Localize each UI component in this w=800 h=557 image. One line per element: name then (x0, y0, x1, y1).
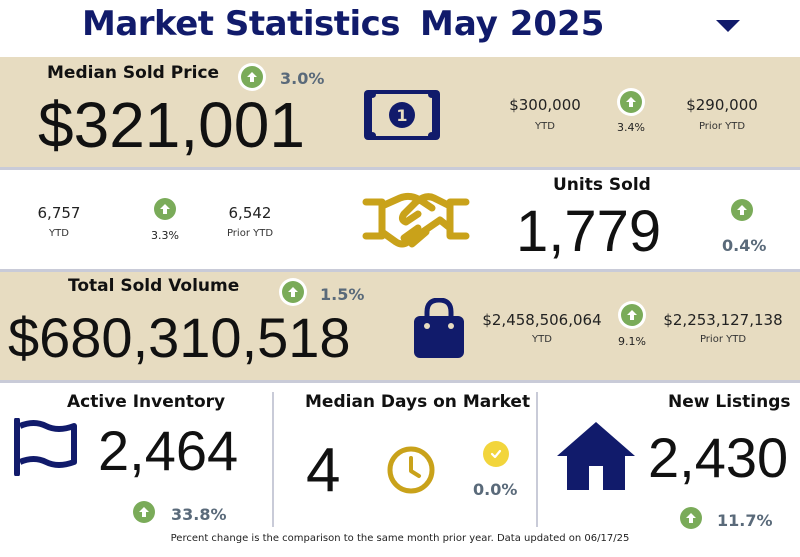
median-days-on-market-change: 0.0% (473, 480, 518, 499)
month-selector-label[interactable]: May 2025 (420, 4, 605, 44)
footer-note: Percent change is the comparison to the … (170, 533, 630, 544)
money-bill-icon: 1 (362, 88, 442, 142)
page-title: Market Statistics (82, 4, 401, 44)
total-sold-volume-change: 1.5% (320, 285, 365, 304)
units-sold-prior-ytd-value: 6,542 (228, 204, 272, 222)
flag-icon (12, 417, 78, 477)
arrow-up-icon (620, 91, 642, 113)
arrow-up-icon (680, 507, 702, 529)
new-listings-label: New Listings (668, 392, 791, 412)
median-sold-price-ytd-label: YTD (535, 121, 555, 132)
active-inventory-change: 33.8% (171, 505, 227, 524)
arrow-up-icon (621, 304, 643, 326)
units-sold-ytd-change: 3.3% (151, 229, 179, 242)
divider (0, 167, 800, 170)
arrow-up-icon (154, 198, 176, 220)
total-sold-volume-label: Total Sold Volume (68, 276, 240, 296)
total-sold-volume-value: $680,310,518 (8, 306, 351, 369)
new-listings-change: 11.7% (717, 511, 773, 530)
chevron-down-icon[interactable] (716, 20, 740, 32)
column-divider (272, 392, 274, 527)
active-inventory-label: Active Inventory (67, 392, 226, 412)
units-sold-ytd-label: YTD (49, 228, 69, 239)
arrow-up-icon (282, 281, 304, 303)
active-inventory-value: 2,464 (98, 419, 239, 482)
new-listings-value: 2,430 (648, 426, 789, 489)
median-sold-price-prior-ytd-label: Prior YTD (698, 121, 746, 132)
arrow-up-icon (133, 501, 155, 523)
units-sold-change: 0.4% (722, 236, 767, 255)
median-days-on-market-label: Median Days on Market (305, 392, 531, 412)
check-icon (483, 441, 509, 467)
median-sold-price-value: $321,001 (38, 89, 305, 161)
divider (0, 269, 800, 272)
median-sold-price-ytd-change: 3.4% (617, 121, 645, 134)
arrow-up-icon (241, 66, 263, 88)
total-sold-volume-ytd-label: YTD (532, 334, 552, 345)
units-sold-value: 1,779 (516, 199, 662, 264)
total-sold-volume-prior-ytd-label: Prior YTD (699, 334, 747, 345)
units-sold-prior-ytd-label: Prior YTD (226, 228, 274, 239)
total-sold-volume-ytd-change: 9.1% (618, 335, 646, 348)
units-sold-ytd-value: 6,757 (37, 204, 81, 222)
median-days-on-market-value: 4 (306, 436, 341, 505)
median-sold-price-change: 3.0% (280, 69, 325, 88)
total-sold-volume-ytd-value: $2,458,506,064 (482, 311, 602, 329)
svg-text:1: 1 (396, 106, 407, 125)
shopping-bag-icon (412, 297, 466, 360)
units-sold-label: Units Sold (553, 175, 651, 195)
clock-icon (386, 445, 436, 495)
house-icon (555, 420, 637, 492)
handshake-icon (360, 184, 472, 254)
arrow-up-icon (731, 199, 753, 221)
median-sold-price-ytd-value: $300,000 (509, 96, 581, 114)
median-sold-price-label: Median Sold Price (47, 63, 220, 83)
divider (0, 380, 800, 383)
column-divider (536, 392, 538, 527)
median-sold-price-prior-ytd-value: $290,000 (686, 96, 758, 114)
total-sold-volume-prior-ytd-value: $2,253,127,138 (663, 311, 783, 329)
total-sold-volume-panel (0, 272, 800, 380)
